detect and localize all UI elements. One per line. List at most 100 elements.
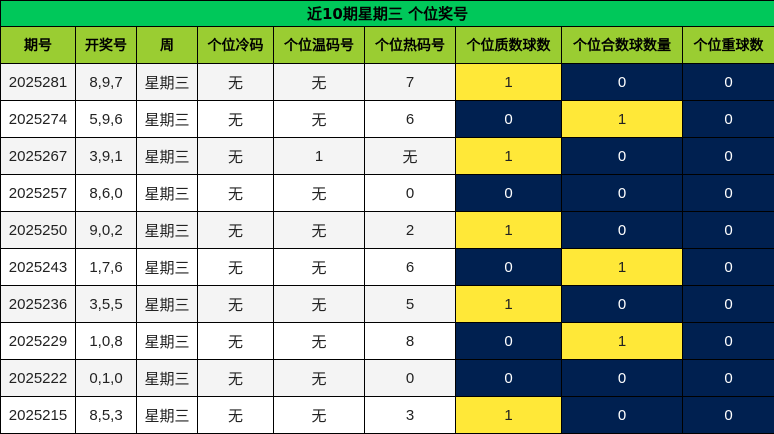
cell-draw-number: 8,6,0 <box>75 174 137 212</box>
cell-prime-count: 0 <box>455 100 562 138</box>
table-title: 近10期星期三 个位奖号 <box>0 0 774 27</box>
cell-hot: 0 <box>364 174 456 212</box>
cell-cold: 无 <box>197 100 274 138</box>
table-row: 2025250 9,0,2 星期三无无 2 1 0 0 <box>0 211 774 249</box>
cell-hot: 8 <box>364 322 456 360</box>
header-warm: 个位温码号 <box>273 26 365 64</box>
cell-issue: 2025257 <box>0 174 76 212</box>
cell-issue: 2025281 <box>0 63 76 101</box>
table-row: 2025267 3,9,1 星期三无 1 无 1 0 0 <box>0 137 774 175</box>
cell-issue: 2025274 <box>0 100 76 138</box>
cell-issue: 2025215 <box>0 396 76 434</box>
header-weekday: 周 <box>136 26 198 64</box>
header-cold: 个位冷码 <box>197 26 274 64</box>
table-row: 2025281 8,9,7 星期三无无 7 1 0 0 <box>0 63 774 101</box>
table-row: 2025257 8,6,0 星期三无无 0 0 0 0 <box>0 174 774 212</box>
cell-draw-number: 9,0,2 <box>75 211 137 249</box>
cell-hot: 5 <box>364 285 456 323</box>
cell-hot: 6 <box>364 100 456 138</box>
cell-warm: 无 <box>273 63 365 101</box>
cell-warm: 无 <box>273 359 365 397</box>
cell-composite-count: 0 <box>561 211 683 249</box>
cell-composite-count: 0 <box>561 359 683 397</box>
cell-hot: 0 <box>364 359 456 397</box>
cell-repeat-count: 0 <box>681 248 774 286</box>
cell-hot: 6 <box>364 248 456 286</box>
cell-issue: 2025267 <box>0 137 76 175</box>
cell-repeat-count: 0 <box>681 63 774 101</box>
cell-repeat-count: 0 <box>681 285 774 323</box>
cell-warm: 无 <box>273 100 365 138</box>
cell-draw-number: 3,5,5 <box>75 285 137 323</box>
cell-cold: 无 <box>197 285 274 323</box>
cell-composite-count: 1 <box>561 100 683 138</box>
cell-prime-count: 1 <box>455 285 562 323</box>
cell-weekday: 星期三 <box>136 100 198 138</box>
cell-cold: 无 <box>197 211 274 249</box>
cell-prime-count: 1 <box>455 63 562 101</box>
cell-prime-count: 1 <box>455 396 562 434</box>
cell-repeat-count: 0 <box>681 174 774 212</box>
table-row: 2025274 5,9,6 星期三无无 6 0 1 0 <box>0 100 774 138</box>
cell-draw-number: 1,0,8 <box>75 322 137 360</box>
header-repeat-count: 个位重球数 <box>681 26 774 64</box>
cell-composite-count: 1 <box>561 322 683 360</box>
cell-composite-count: 0 <box>561 285 683 323</box>
cell-cold: 无 <box>197 359 274 397</box>
cell-draw-number: 3,9,1 <box>75 137 137 175</box>
cell-cold: 无 <box>197 396 274 434</box>
cell-warm: 无 <box>273 285 365 323</box>
cell-weekday: 星期三 <box>136 137 198 175</box>
table-row: 2025236 3,5,5 星期三无无 5 1 0 0 <box>0 285 774 323</box>
cell-composite-count: 0 <box>561 396 683 434</box>
table-row: 2025229 1,0,8 星期三无无 8 0 1 0 <box>0 322 774 360</box>
header-draw-number: 开奖号 <box>75 26 137 64</box>
cell-cold: 无 <box>197 137 274 175</box>
table-row: 2025222 0,1,0 星期三无无 0 0 0 0 <box>0 359 774 397</box>
header-prime-count: 个位质数球数 <box>455 26 562 64</box>
cell-cold: 无 <box>197 174 274 212</box>
cell-draw-number: 5,9,6 <box>75 100 137 138</box>
cell-warm: 1 <box>273 137 365 175</box>
cell-draw-number: 8,9,7 <box>75 63 137 101</box>
table-row: 2025215 8,5,3 星期三无无 3 1 0 0 <box>0 396 774 434</box>
cell-issue: 2025222 <box>0 359 76 397</box>
cell-issue: 2025229 <box>0 322 76 360</box>
cell-warm: 无 <box>273 211 365 249</box>
header-issue: 期号 <box>0 26 76 64</box>
cell-hot: 2 <box>364 211 456 249</box>
cell-hot: 3 <box>364 396 456 434</box>
cell-repeat-count: 0 <box>681 396 774 434</box>
cell-issue: 2025250 <box>0 211 76 249</box>
table-row: 2025243 1,7,6 星期三无无 6 0 1 0 <box>0 248 774 286</box>
cell-repeat-count: 0 <box>681 137 774 175</box>
cell-composite-count: 0 <box>561 137 683 175</box>
header-composite-count: 个位合数球数量 <box>561 26 683 64</box>
cell-weekday: 星期三 <box>136 63 198 101</box>
cell-weekday: 星期三 <box>136 174 198 212</box>
cell-repeat-count: 0 <box>681 322 774 360</box>
cell-weekday: 星期三 <box>136 359 198 397</box>
cell-repeat-count: 0 <box>681 211 774 249</box>
header-hot: 个位热码号 <box>364 26 456 64</box>
cell-weekday: 星期三 <box>136 322 198 360</box>
header-row: 期号 开奖号周个位冷码 个位温码号 个位热码号 个位质数球数 个位合数球数量 个位重球数 <box>0 26 774 64</box>
cell-weekday: 星期三 <box>136 285 198 323</box>
cell-prime-count: 1 <box>455 211 562 249</box>
table-body: 2025281 8,9,7 星期三无无 7 1 0 0 2025274 5,9,6 星期三无无 6 0… <box>0 63 774 434</box>
cell-weekday: 星期三 <box>136 211 198 249</box>
cell-cold: 无 <box>197 322 274 360</box>
cell-prime-count: 0 <box>455 359 562 397</box>
cell-prime-count: 0 <box>455 248 562 286</box>
cell-hot: 无 <box>364 137 456 175</box>
cell-cold: 无 <box>197 63 274 101</box>
cell-draw-number: 0,1,0 <box>75 359 137 397</box>
cell-composite-count: 0 <box>561 63 683 101</box>
cell-cold: 无 <box>197 248 274 286</box>
cell-weekday: 星期三 <box>136 396 198 434</box>
cell-warm: 无 <box>273 174 365 212</box>
cell-warm: 无 <box>273 322 365 360</box>
cell-composite-count: 1 <box>561 248 683 286</box>
cell-draw-number: 8,5,3 <box>75 396 137 434</box>
